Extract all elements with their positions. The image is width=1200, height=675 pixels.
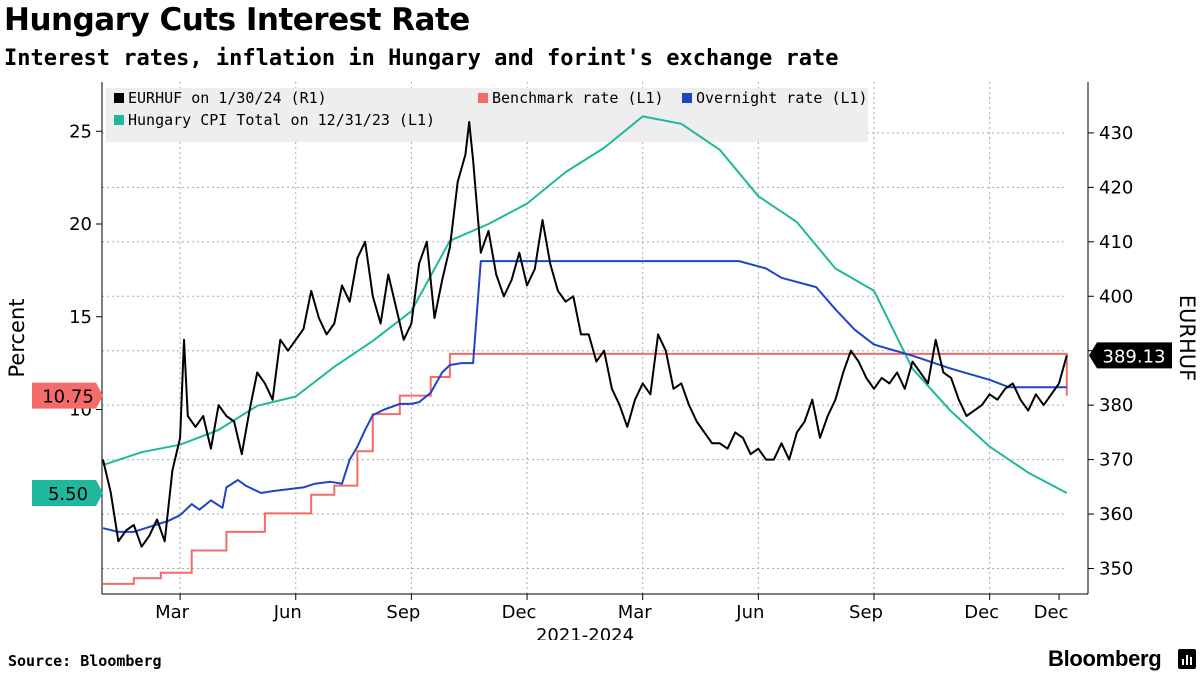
x-tick-label-1: Jun [273,602,302,623]
right-tick-label-370: 370 [1099,450,1133,471]
x-tick-label-7: Dec [964,602,999,623]
right-tick-label-430: 430 [1099,123,1133,144]
series-line-eurhuf [102,121,1068,548]
last-value-label-cpi: 5.50 [48,484,88,505]
legend: EURHUF on 1/30/24 (R1) Benchmark rate (L1… [114,89,868,129]
chart-subtitle: Interest rates, inflation in Hungary and… [4,46,839,71]
x-tick-label-3: Dec [502,602,537,623]
last-value-flag-cpi [32,479,103,506]
series-line-benchmark [103,352,1068,585]
series-line-cpi [102,115,1068,494]
brand-logo: Bloomberg [1048,646,1162,671]
legend-swatch-benchmark [478,93,488,103]
y-axis-title-right: EURHUF [1175,295,1199,381]
legend-label-eurhuf: EURHUF on 1/30/24 (R1) [128,89,327,107]
legend-label-cpi: Hungary CPI Total on 12/31/23 (L1) [128,111,435,129]
axes: 10152025350360370380390400410420430MarJu… [5,82,1199,640]
series-line-overnight [102,260,1067,533]
right-tick-label-420: 420 [1099,177,1133,198]
x-tick-label-2: Sep [386,602,420,623]
left-tick-label-15: 15 [69,307,92,328]
right-tick-label-410: 410 [1099,232,1133,253]
value-labels: 10.75 5.50 389.13 [32,342,1172,506]
right-tick-label-400: 400 [1099,286,1133,307]
right-tick-label-350: 350 [1099,559,1133,580]
chart-title: Hungary Cuts Interest Rate [4,2,470,38]
legend-label-benchmark: Benchmark rate (L1) [492,89,664,107]
right-tick-label-380: 380 [1099,395,1133,416]
legend-swatch-cpi [114,115,124,125]
last-value-flag-benchmark [32,382,103,409]
y-axis-title-left: Percent [5,298,29,377]
source-note: Source: Bloomberg [8,652,162,670]
grid-lines [102,82,1066,594]
legend-label-overnight: Overnight rate (L1) [696,89,868,107]
series-group [102,115,1068,585]
last-value-label-eurhuf: 389.13 [1103,346,1166,367]
legend-swatch-overnight [682,93,692,103]
chart-canvas: EURHUF on 1/30/24 (R1) Benchmark rate (L1… [5,82,1199,640]
x-axis-title: 2021-2024 [536,625,634,640]
right-tick-label-360: 360 [1099,504,1133,525]
x-tick-label-0: Mar [155,602,190,623]
last-value-flag-eurhuf [1089,342,1172,369]
left-tick-label-20: 20 [69,214,92,235]
x-tick-label-5: Jun [735,602,764,623]
last-value-label-benchmark: 10.75 [42,387,94,408]
x-tick-label-4: Mar [618,602,653,623]
left-tick-label-25: 25 [69,121,92,142]
terminal-icon [1178,649,1196,669]
x-tick-label-8: Dec [1034,602,1069,623]
x-tick-label-6: Sep [849,602,883,623]
legend-swatch-eurhuf [114,93,124,103]
